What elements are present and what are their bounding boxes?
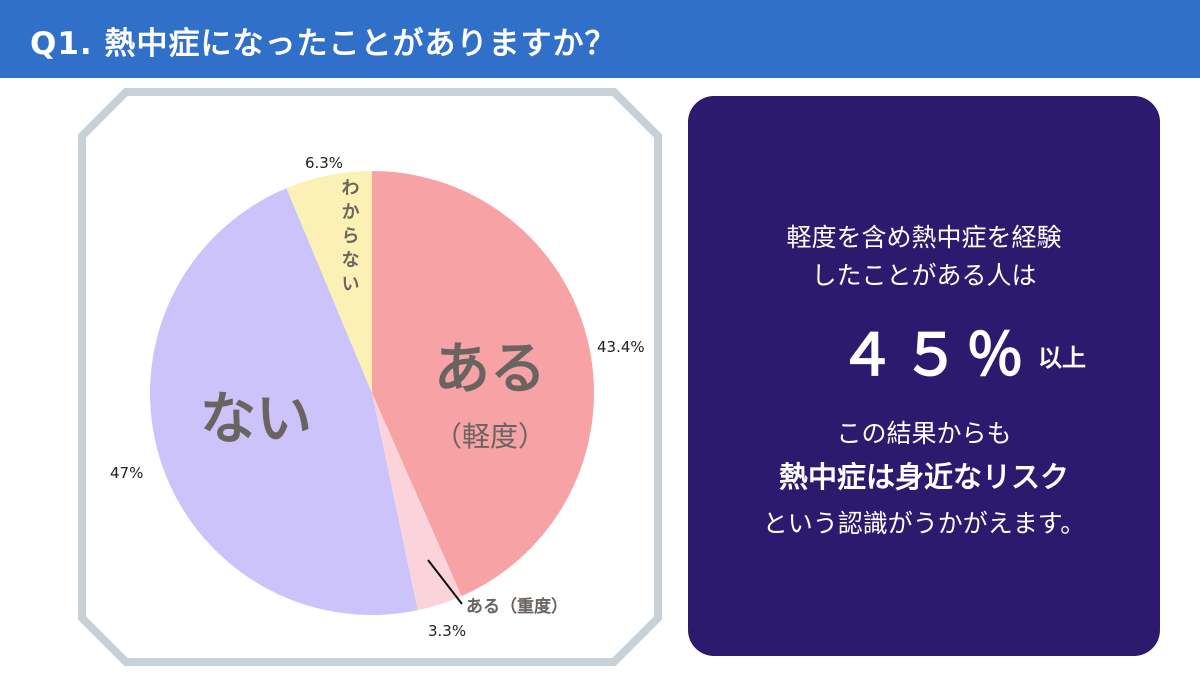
slice-label-mild: ある (434, 337, 546, 402)
summary-line-3: この結果からも (836, 419, 1012, 448)
summary-panel: 軽度を含め熱中症を経験 したことがある人は ４５％ 以上 この結果からも 熱中症… (688, 96, 1160, 656)
summary-percent-row: ４５％ 以上 (688, 308, 1160, 389)
slice-label-severe: ある（重度） (466, 596, 568, 617)
pct-label-severe: 3.3% (428, 622, 466, 640)
summary-line-2: したことがある人は (811, 261, 1037, 290)
slice-label-unknown: わからない (339, 178, 360, 298)
pie-slice-severe (372, 393, 462, 611)
slice-label-none: ない (200, 387, 312, 452)
summary-percent-suffix: 以上 (1038, 344, 1086, 372)
summary-percent: ４５％ (838, 321, 1031, 389)
pct-label-mild: 43.4% (597, 338, 645, 356)
page-title: Q1. 熱中症になったことがありますか？ (30, 26, 617, 62)
pie-slice-unknown (286, 171, 372, 393)
pct-label-unknown: 6.3% (305, 154, 343, 172)
header-bar: Q1. 熱中症になったことがありますか？ (0, 0, 1200, 78)
severe-leader-line (427, 559, 463, 605)
slice-label-mild-sub: （軽度） (434, 420, 546, 453)
summary-line-1: 軽度を含め熱中症を経験 (786, 223, 1062, 252)
summary-line-5: という認識がうかがえます。 (762, 509, 1086, 538)
summary-line-4: 熱中症は身近なリスク (778, 460, 1069, 494)
pct-label-none: 47% (110, 464, 143, 482)
pie-chart: 6.3% 43.4% 47% 3.3% ある （軽度） ない ある（重度） わか… (78, 88, 662, 666)
pie-slice-none (150, 188, 418, 615)
chart-panel: 6.3% 43.4% 47% 3.3% ある （軽度） ない ある（重度） わか… (78, 88, 662, 666)
pie-slice-mild (372, 171, 594, 597)
